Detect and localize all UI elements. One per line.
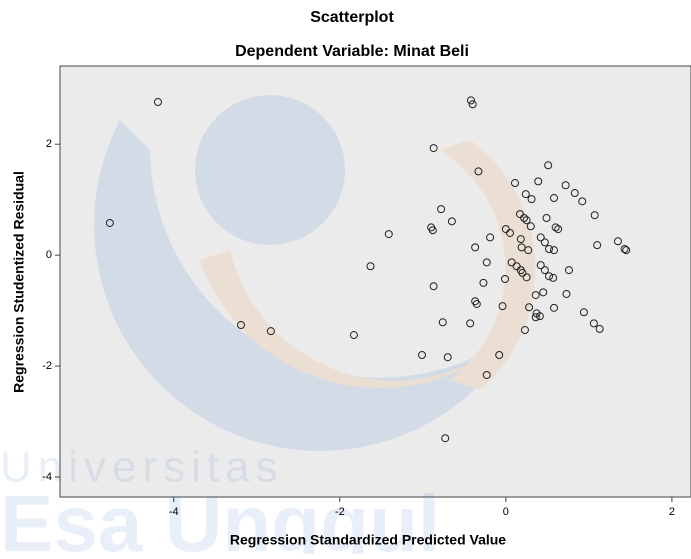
y-tick-label: 0 <box>46 249 52 261</box>
y-tick-label: -2 <box>42 360 52 372</box>
x-tick-label: -4 <box>169 506 179 518</box>
chart-subtitle: Dependent Variable: Minat Beli <box>235 43 469 60</box>
y-axis-label: Regression Studentized Residual <box>11 171 27 393</box>
chart-title: Scatterplot <box>310 9 394 26</box>
x-tick-label: 0 <box>503 506 509 518</box>
x-tick-label: -2 <box>335 506 345 518</box>
chart: Universitas Esa Unggul Scatterplot Depen… <box>0 0 691 554</box>
x-axis-label: Regression Standardized Predicted Value <box>230 532 506 548</box>
x-tick-label: 2 <box>669 506 675 518</box>
page: {"chart_data": {"type": "scatter", "titl… <box>0 0 691 554</box>
y-tick-label: 2 <box>46 138 52 150</box>
y-tick-label: -4 <box>42 471 52 483</box>
